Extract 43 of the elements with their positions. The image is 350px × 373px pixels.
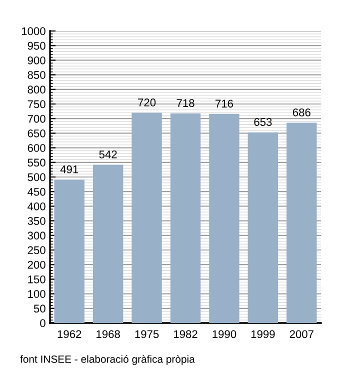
data-label: 542 <box>99 150 117 158</box>
x-tick-label: 1968 <box>96 330 120 338</box>
x-tick-label: 1990 <box>212 330 236 338</box>
x-tick-label: 1999 <box>251 330 275 338</box>
y-tick-label: 550 <box>28 158 46 167</box>
x-tick-label: 1982 <box>174 330 198 338</box>
y-tick-label: 400 <box>28 202 46 210</box>
y-tick-label: 950 <box>28 42 46 50</box>
y-tick-label: 800 <box>28 86 46 94</box>
y-tick-label: 1000 <box>22 27 46 36</box>
y-tick-label: 650 <box>28 129 46 138</box>
x-tick-label: 1975 <box>135 330 159 338</box>
data-label: 686 <box>292 108 310 116</box>
data-label: 716 <box>216 100 233 108</box>
y-tick-label: 300 <box>28 232 46 240</box>
y-tick-label: 100 <box>28 290 46 298</box>
bar <box>286 122 317 323</box>
bar <box>132 112 162 323</box>
y-tick-label: 700 <box>28 114 46 123</box>
y-tick-label: 150 <box>28 275 46 284</box>
bar <box>170 113 201 323</box>
data-label: 653 <box>254 118 272 126</box>
y-tick-label: 600 <box>28 144 46 152</box>
data-label: 718 <box>176 99 194 107</box>
y-tick-label: 200 <box>28 260 46 269</box>
y-tick-label: 50 <box>34 304 46 313</box>
y-tick-label: 900 <box>28 56 46 64</box>
data-label: 720 <box>138 98 156 106</box>
y-tick-label: 250 <box>28 246 46 254</box>
bar <box>54 180 84 323</box>
y-tick-label: 450 <box>28 188 46 196</box>
data-label: 491 <box>60 165 78 174</box>
text: font INSEE - elaboració gràfica pròpia <box>20 355 195 365</box>
x-tick-label: 2007 <box>290 330 314 338</box>
y-tick-label: 0 <box>40 319 46 328</box>
y-tick-label: 350 <box>28 217 46 225</box>
y-tick-label: 750 <box>28 100 46 108</box>
y-tick-label: 500 <box>28 173 46 182</box>
bar <box>209 114 240 323</box>
y-tick-label: 850 <box>28 71 46 79</box>
bar <box>92 164 124 323</box>
x-tick-label: 1962 <box>58 330 82 338</box>
bar <box>248 132 278 323</box>
